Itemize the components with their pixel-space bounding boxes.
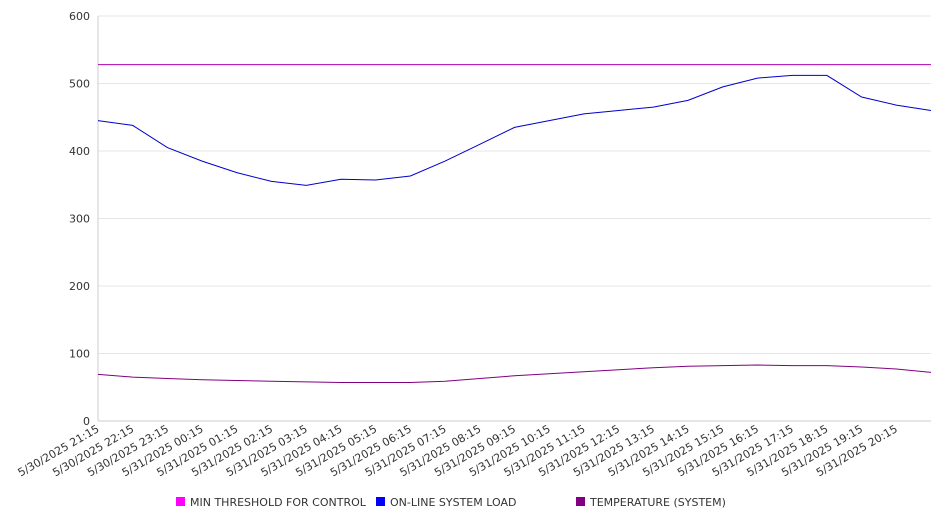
y-tick-label: 500 [69, 78, 90, 91]
y-tick-label: 400 [69, 145, 90, 158]
legend-min-threshold-for-control-swatch [176, 497, 185, 506]
axes [97, 16, 931, 422]
x-tick-labels: 5/30/2025 21:155/30/2025 22:155/30/2025 … [16, 422, 900, 479]
legend-on-line-system-load-swatch [376, 497, 385, 506]
y-tick-label: 600 [69, 10, 90, 23]
series-lines [97, 64, 932, 383]
y-tick-label: 0 [83, 415, 90, 428]
legend-on-line-system-load-label: ON-LINE SYSTEM LOAD [390, 496, 516, 509]
y-tick-labels: 0 100 200 300 400 500 600 [69, 10, 90, 428]
legend-min-threshold-for-control-label: MIN THRESHOLD FOR CONTROL [190, 496, 367, 509]
legend-temperature-system-swatch [576, 497, 585, 506]
legend-temperature-system-label: TEMPERATURE (SYSTEM) [589, 496, 726, 509]
legend: MIN THRESHOLD FOR CONTROL ON-LINE SYSTEM … [176, 496, 726, 509]
y-tick-label: 200 [69, 280, 90, 293]
y-tick-label: 100 [69, 348, 90, 361]
series-line-on-line-system-load [97, 74, 932, 186]
grid-lines [98, 15, 931, 354]
series-line-temperature-system [97, 364, 932, 383]
y-tick-label: 300 [69, 213, 90, 226]
